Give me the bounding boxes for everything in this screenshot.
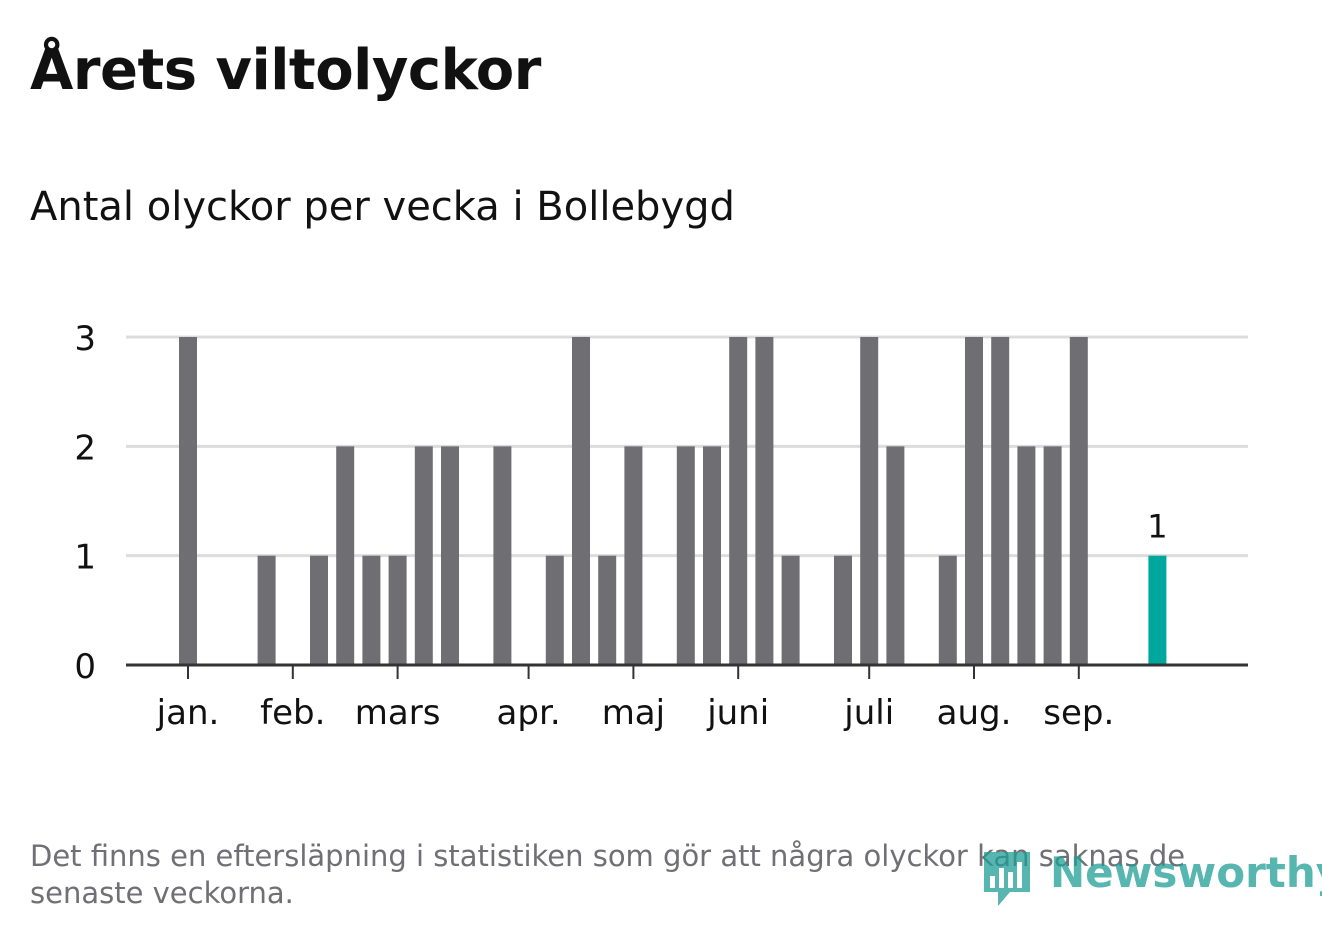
x-tick-label: juli — [843, 693, 894, 733]
x-tick-label: aug. — [937, 693, 1012, 733]
bar — [834, 555, 852, 665]
bar — [336, 446, 355, 665]
bar — [676, 446, 695, 665]
x-tick-label: jan. — [156, 693, 220, 733]
bar — [991, 337, 1010, 665]
bars: 1 — [179, 337, 1168, 665]
bar-current-week — [1148, 555, 1167, 665]
bar — [362, 555, 381, 665]
bar — [886, 446, 905, 665]
logo-icon — [984, 852, 1030, 906]
chart-subtitle: Antal olyckor per vecka i Bollebygd — [30, 184, 735, 230]
y-tick-label: 1 — [74, 538, 96, 578]
y-tick-label: 0 — [74, 647, 96, 687]
bar-data-label: 1 — [1147, 508, 1167, 546]
x-tick-label: juni — [706, 693, 769, 733]
bar — [388, 555, 407, 665]
bar — [1043, 446, 1062, 665]
bar — [414, 446, 433, 665]
bar — [755, 337, 774, 665]
logo-text: Newsworthy — [1050, 848, 1322, 897]
chart-title: Årets viltolyckor — [30, 38, 541, 103]
bar — [938, 555, 957, 665]
bar — [965, 337, 983, 665]
x-tick-label: feb. — [260, 693, 325, 733]
bar — [441, 446, 459, 665]
y-tick-label: 3 — [74, 319, 96, 359]
bar — [624, 446, 643, 665]
bar — [729, 337, 748, 665]
bar — [1069, 337, 1088, 665]
newsworthy-logo: Newsworthy — [980, 848, 1322, 912]
bar — [860, 337, 879, 665]
bar — [781, 555, 800, 665]
bar — [257, 555, 276, 665]
bar — [572, 337, 590, 665]
bar — [545, 555, 564, 665]
bar — [1017, 446, 1036, 665]
bar — [703, 446, 721, 665]
x-tick-label: sep. — [1043, 693, 1114, 733]
x-axis-ticks: jan. feb. mars apr. maj juni juli aug. sep. — [156, 665, 1114, 733]
bar — [310, 555, 328, 665]
bar — [179, 337, 197, 665]
x-tick-label: mars — [355, 693, 441, 733]
y-tick-label: 2 — [74, 428, 96, 468]
x-tick-label: maj — [602, 693, 665, 733]
bar — [598, 555, 617, 665]
bar — [493, 446, 512, 665]
y-axis-ticks: 0 1 2 3 — [74, 319, 96, 687]
x-tick-label: apr. — [497, 693, 561, 733]
